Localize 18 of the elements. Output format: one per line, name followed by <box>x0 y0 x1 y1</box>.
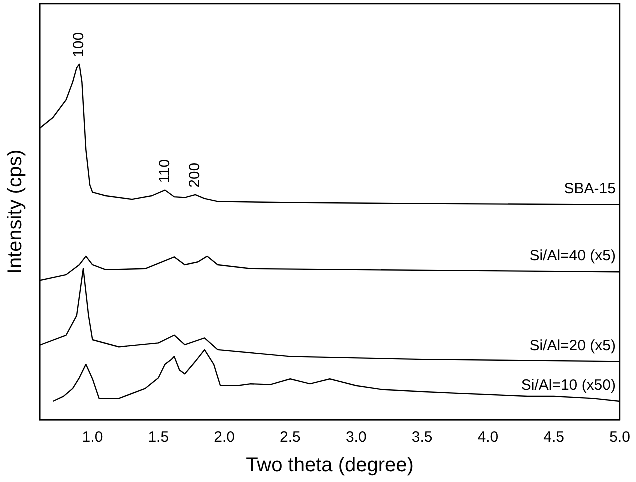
series-label: Si/Al=10 (x50) <box>521 377 616 394</box>
x-axis-title: Two theta (degree) <box>246 454 414 477</box>
x-tick-label: 4.0 <box>478 429 499 446</box>
series-label: Si/Al=40 (x5) <box>530 248 616 265</box>
x-tick-label: 4.5 <box>544 429 565 446</box>
annotation: 200 <box>186 162 204 188</box>
x-tick-label: 3.5 <box>412 429 433 446</box>
y-axis-title: Intensity (cps) <box>4 150 27 274</box>
series-label: Si/Al=20 (x5) <box>530 337 616 354</box>
x-tick-label: 1.0 <box>82 429 104 446</box>
x-tick-label: 3.0 <box>346 429 367 446</box>
x-tick-label: 2.5 <box>280 429 301 446</box>
series-label: SBA-15 <box>564 180 616 198</box>
x-tick-label: 1.5 <box>148 429 170 446</box>
annotation: 110 <box>156 159 174 184</box>
x-tick-label: 2.0 <box>214 429 235 446</box>
annotation: 100 <box>70 32 88 58</box>
x-tick-label: 5.0 <box>610 429 630 446</box>
